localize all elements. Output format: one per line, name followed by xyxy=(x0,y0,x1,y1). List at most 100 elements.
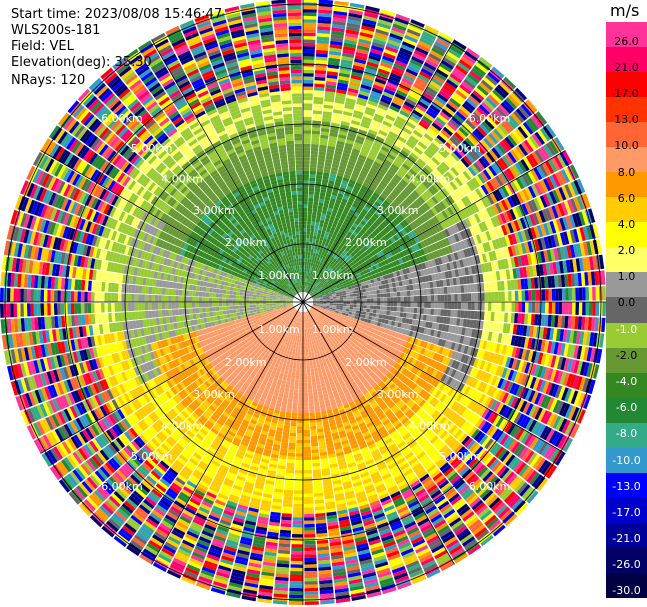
velocity-gate xyxy=(318,265,322,269)
velocity-gate xyxy=(405,68,418,77)
velocity-gate xyxy=(331,24,346,30)
velocity-gate xyxy=(405,157,415,166)
velocity-gate xyxy=(305,258,308,262)
velocity-gate xyxy=(406,285,411,291)
velocity-gate xyxy=(366,229,372,235)
velocity-gate xyxy=(346,304,351,307)
velocity-gate xyxy=(466,97,478,109)
velocity-gate xyxy=(345,203,352,209)
velocity-gate xyxy=(323,104,333,109)
velocity-gate xyxy=(444,141,455,152)
velocity-gate xyxy=(318,198,325,204)
velocity-gate xyxy=(360,247,366,253)
velocity-gate xyxy=(360,200,367,206)
velocity-gate xyxy=(331,191,338,197)
velocity-gate xyxy=(424,89,436,98)
velocity-gate xyxy=(430,77,443,87)
velocity-gate xyxy=(336,300,340,302)
velocity-gate xyxy=(316,275,320,280)
velocity-gate xyxy=(400,179,409,187)
velocity-gate xyxy=(368,54,381,62)
velocity-gate xyxy=(429,173,438,182)
velocity-gate xyxy=(433,182,442,192)
velocity-gate xyxy=(327,142,336,148)
velocity-gate xyxy=(355,247,361,253)
velocity-gate xyxy=(356,225,362,232)
velocity-gate xyxy=(545,302,549,314)
velocity-gate xyxy=(353,185,361,191)
velocity-gate xyxy=(331,27,345,33)
velocity-gate xyxy=(423,150,433,159)
velocity-gate xyxy=(558,288,563,301)
velocity-gate xyxy=(431,171,440,180)
velocity-gate xyxy=(325,155,333,161)
velocity-gate xyxy=(447,286,451,294)
velocity-gate xyxy=(349,81,361,88)
velocity-gate xyxy=(303,52,315,57)
velocity-gate xyxy=(386,111,397,119)
velocity-gate xyxy=(362,308,367,312)
velocity-gate xyxy=(445,124,456,134)
velocity-gate xyxy=(333,303,337,306)
velocity-gate xyxy=(449,118,460,129)
velocity-gate xyxy=(375,210,382,217)
velocity-gate xyxy=(303,207,308,212)
velocity-gate xyxy=(396,184,404,192)
velocity-gate xyxy=(345,97,356,104)
velocity-gate xyxy=(341,117,351,123)
velocity-gate xyxy=(308,245,312,249)
velocity-gate xyxy=(434,71,447,81)
velocity-gate xyxy=(350,176,358,182)
velocity-gate xyxy=(467,116,479,128)
velocity-gate xyxy=(361,185,369,191)
velocity-gate xyxy=(391,69,404,77)
velocity-gate xyxy=(349,296,354,300)
velocity-gate xyxy=(423,308,428,315)
velocity-gate xyxy=(312,277,316,281)
velocity-gate xyxy=(326,71,339,76)
velocity-gate xyxy=(370,48,383,55)
velocity-gate xyxy=(464,302,468,310)
velocity-gate xyxy=(315,411,321,416)
velocity-gate xyxy=(348,12,363,19)
velocity-gate xyxy=(407,302,411,308)
velocity-gate xyxy=(306,335,309,339)
velocity-gate xyxy=(313,96,324,101)
velocity-gate xyxy=(307,255,311,259)
velocity-gate xyxy=(378,285,383,290)
velocity-gate xyxy=(425,110,437,119)
velocity-gate xyxy=(319,262,323,266)
velocity-gate xyxy=(306,285,309,290)
velocity-gate xyxy=(399,286,404,292)
velocity-gate xyxy=(324,97,335,103)
velocity-gate xyxy=(500,102,513,114)
velocity-gate xyxy=(369,197,376,204)
velocity-gate xyxy=(394,174,402,182)
velocity-gate xyxy=(387,297,391,302)
velocity-gate xyxy=(378,129,388,137)
velocity-gate xyxy=(317,205,323,210)
velocity-gate xyxy=(322,175,329,180)
velocity-gate xyxy=(335,95,346,101)
velocity-gate xyxy=(419,37,434,47)
velocity-gate xyxy=(310,164,317,168)
velocity-gate xyxy=(409,284,414,291)
velocity-gate xyxy=(373,81,386,88)
velocity-gate xyxy=(320,274,324,279)
velocity-gate xyxy=(330,215,336,221)
velocity-gate xyxy=(491,66,505,79)
velocity-gate xyxy=(308,272,311,276)
velocity-gate xyxy=(345,292,350,295)
velocity-gate xyxy=(510,312,515,324)
velocity-gate xyxy=(457,62,470,73)
velocity-gate xyxy=(494,291,499,301)
velocity-gate xyxy=(372,84,384,91)
velocity-gate xyxy=(310,147,319,152)
velocity-gate xyxy=(436,68,449,79)
velocity-gate xyxy=(435,151,446,161)
velocity-gate xyxy=(474,128,485,139)
velocity-gate xyxy=(340,120,350,127)
velocity-gate xyxy=(360,28,374,35)
velocity-gate xyxy=(331,30,345,36)
velocity-gate xyxy=(463,284,468,293)
